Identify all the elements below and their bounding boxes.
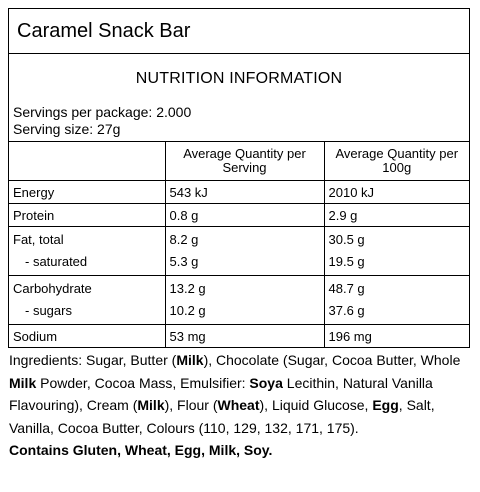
carbohydrate-label: Carbohydrate [13,281,92,296]
ingredients-segment: ), Liquid Glucose, [259,397,373,413]
nutrition-table: Average Quantity per Serving Average Qua… [9,141,469,347]
fat-label: Fat, total [13,232,64,247]
ingredients-segment: ), Chocolate (Sugar, Cocoa Butter, Whole [203,352,461,368]
energy-label: Energy [9,180,166,204]
ingredients-segment: Ingredients: Sugar, Butter ( [9,352,177,368]
table-row-fat: Fat, total - saturated 8.2 g 5.3 g 30.5 … [9,226,469,276]
allergen-statement: Contains Gluten, Wheat, Egg, Milk, Soy. [9,442,273,458]
ingredients-segment: ), Flour ( [164,397,218,413]
allergen-wheat: Wheat [217,397,260,413]
fat-serving: 8.2 g [169,232,199,247]
table-row-protein: Protein 0.8 g 2.9 g [9,203,469,227]
sugars-per100: 37.6 g [328,303,365,318]
fat-per100: 30.5 g [328,232,365,247]
ingredients-segment: Powder, Cocoa Mass, Emulsifier: [36,374,250,391]
table-row-energy: Energy 543 kJ 2010 kJ [9,180,469,204]
carbohydrate-serving: 13.2 g [169,281,206,296]
serving-info: Servings per package: 2.000 Serving size… [9,104,469,138]
saturated-serving: 5.3 g [169,254,199,269]
allergen-egg: Egg [372,397,399,413]
saturated-label: - saturated [25,254,88,269]
header-empty-cell [9,141,166,181]
allergen-milk: Milk [176,352,204,368]
allergen-milk: Milk [137,397,165,413]
nutrition-heading: NUTRITION INFORMATION [135,70,343,87]
energy-per100: 2010 kJ [323,180,469,204]
protein-serving: 0.8 g [164,203,325,227]
energy-serving: 543 kJ [164,180,325,204]
carbohydrate-per100: 48.7 g [328,281,365,296]
table-row-carbohydrate: Carbohydrate - sugars 13.2 g 10.2 g 48.7… [9,275,469,325]
allergen-soya: Soya [249,374,283,391]
header-per-100g: Average Quantity per 100g [323,141,469,181]
ingredients-segment: , Salt, Vanilla, Cocoa Butter, Colours (… [9,397,435,436]
servings-per-package: Servings per package: 2.000 [13,104,192,120]
sodium-per100: 196 mg [323,324,469,347]
sodium-serving: 53 mg [164,324,325,347]
nutrition-panel: Caramel Snack Bar NUTRITION INFORMATION … [8,8,470,348]
protein-label: Protein [9,203,166,227]
product-title: Caramel Snack Bar [9,9,469,54]
protein-per100: 2.9 g [323,203,469,227]
allergen-milk: Milk [9,374,37,391]
ingredients-segment: Lecithin, Natural Vanilla Flavouring), C… [9,374,433,414]
sugars-serving: 10.2 g [169,303,206,318]
sugars-label: - sugars [25,303,72,318]
saturated-per100: 19.5 g [328,254,365,269]
table-row-sodium: Sodium 53 mg 196 mg [9,324,469,347]
header-per-serving: Average Quantity per Serving [164,141,325,181]
serving-size: Serving size: 27g [13,121,121,137]
sodium-label: Sodium [9,324,166,347]
table-header-row: Average Quantity per Serving Average Qua… [9,141,469,181]
ingredients-text: Ingredients: Sugar, Butter (Milk), Choco… [9,349,475,462]
